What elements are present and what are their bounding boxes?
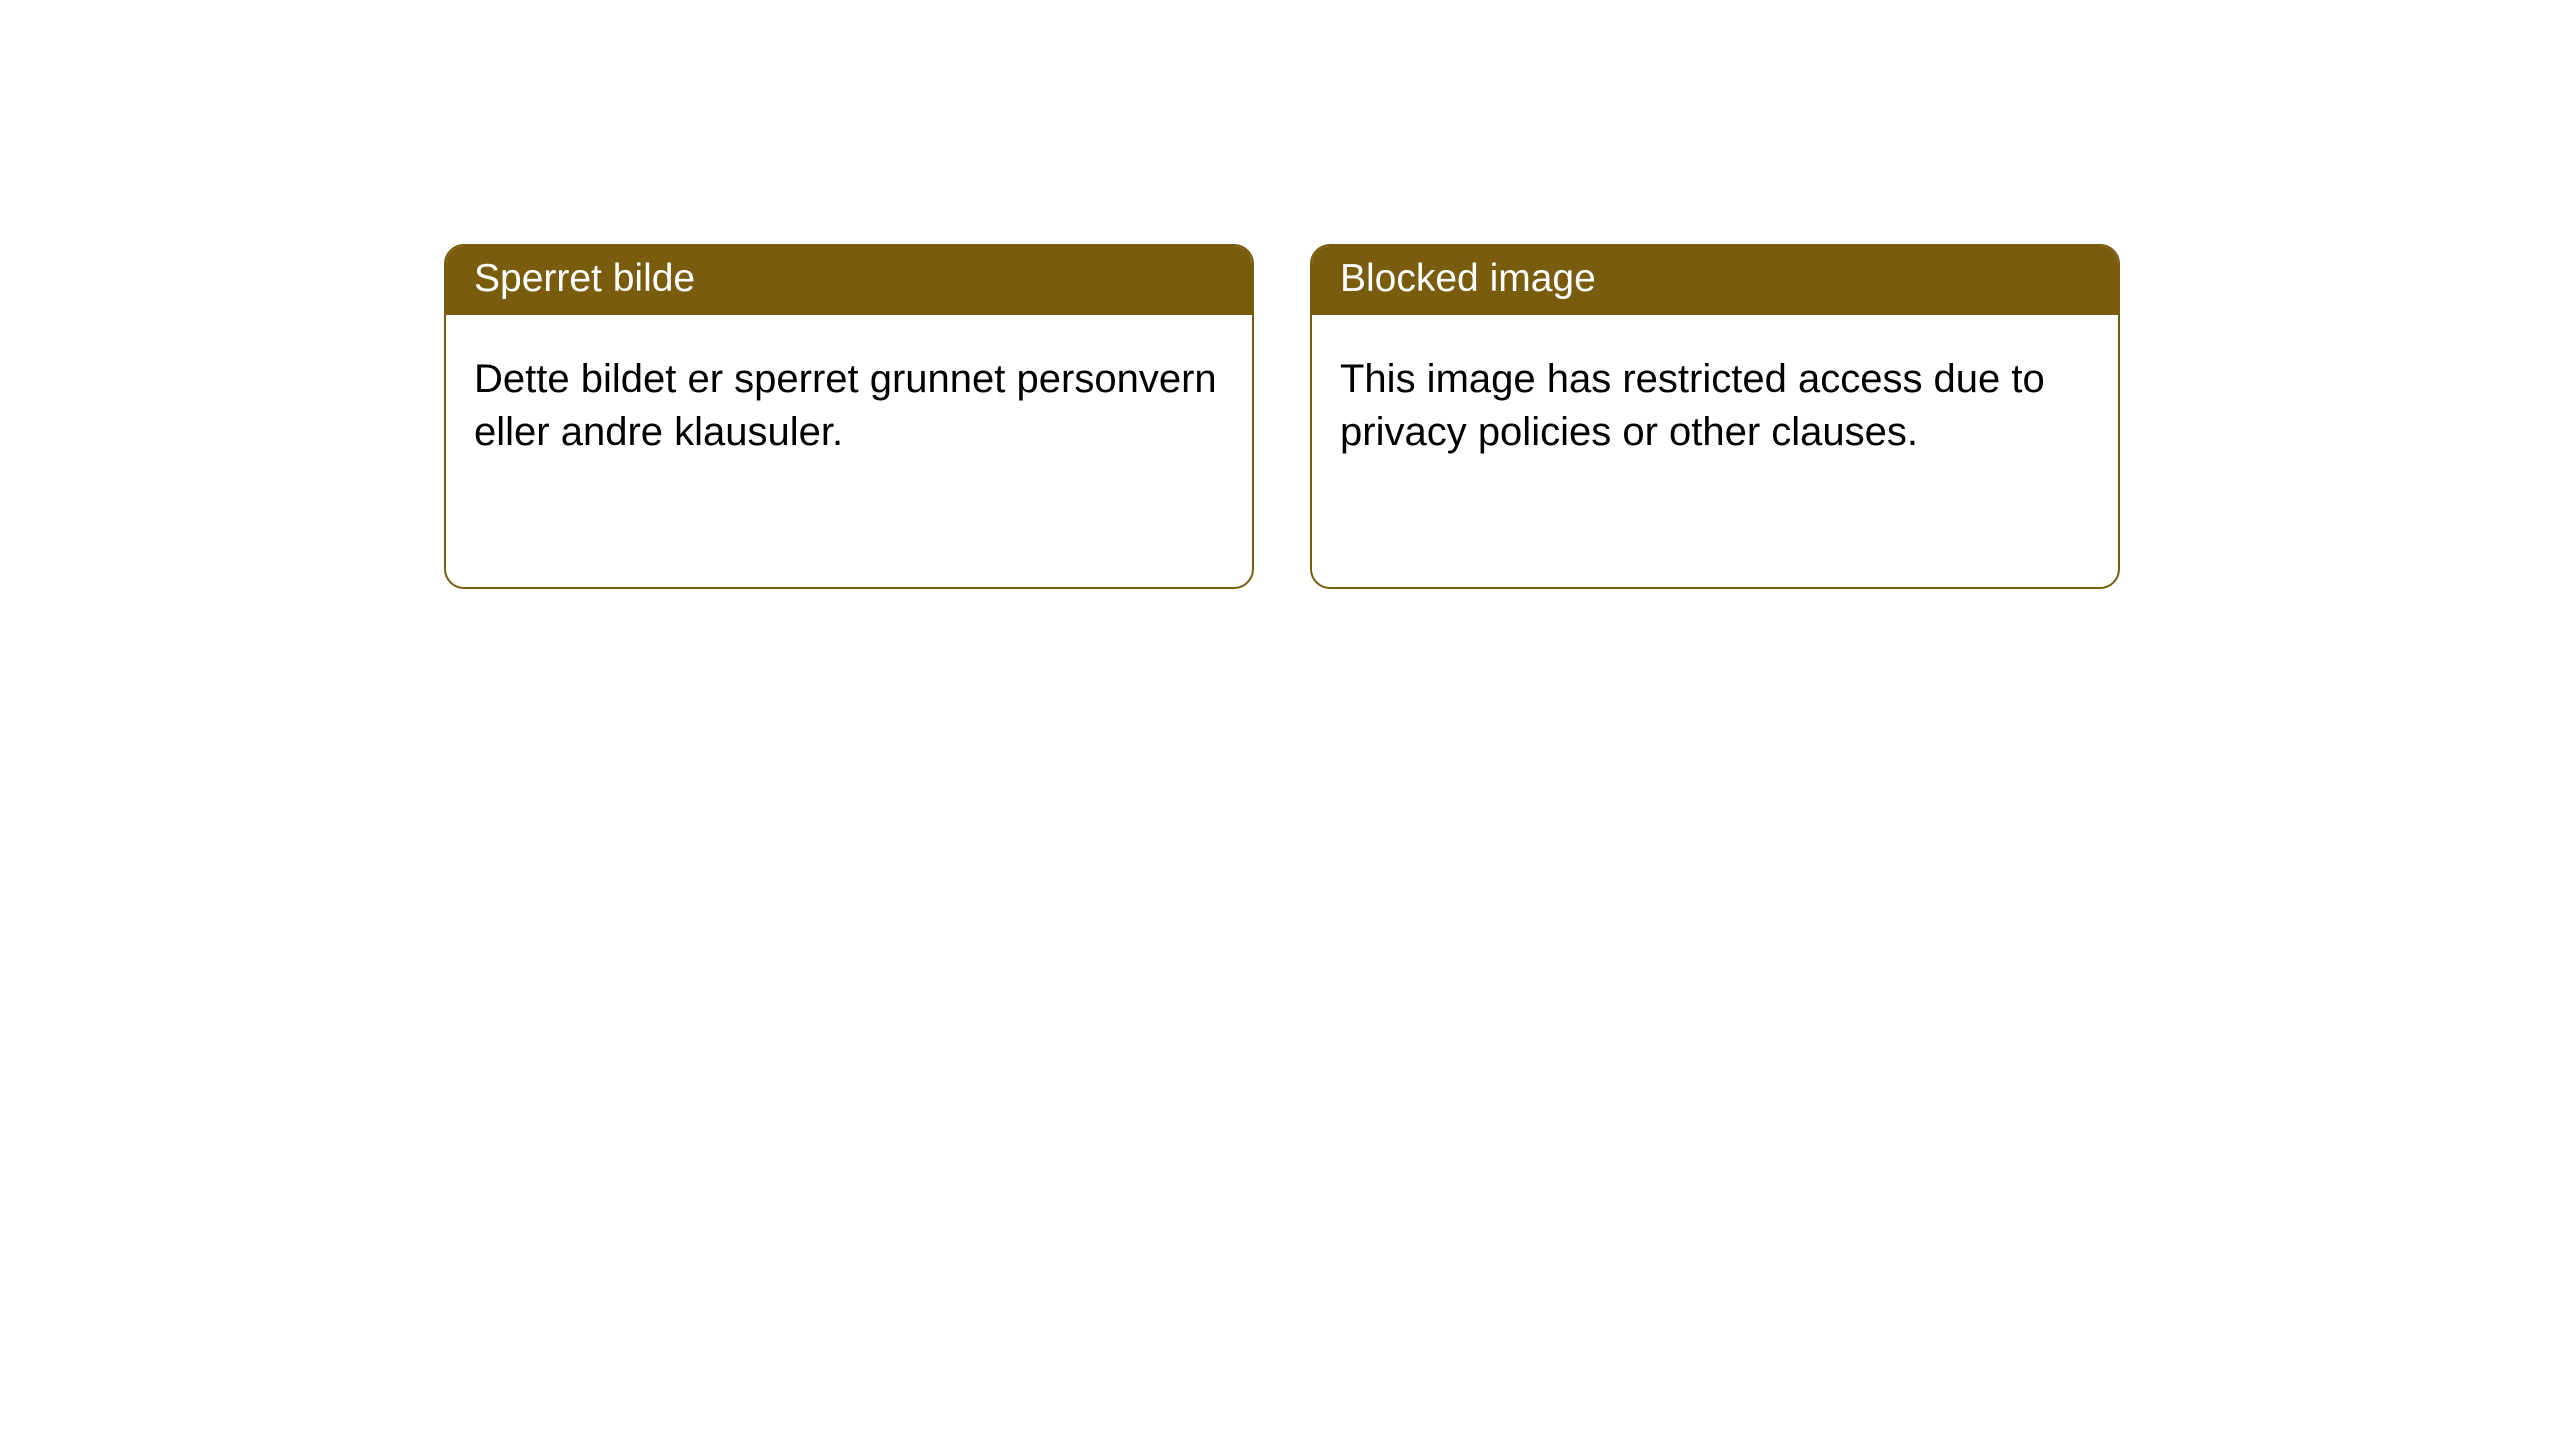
card-title: Sperret bilde [474,257,695,300]
notice-card-english: Blocked image This image has restricted … [1310,244,2120,589]
card-title: Blocked image [1340,257,1596,300]
notice-cards-container: Sperret bilde Dette bildet er sperret gr… [0,0,2560,589]
notice-card-norwegian: Sperret bilde Dette bildet er sperret gr… [444,244,1254,589]
card-message: This image has restricted access due to … [1340,353,2090,459]
card-body: Dette bildet er sperret grunnet personve… [446,315,1252,587]
card-body: This image has restricted access due to … [1312,315,2118,587]
card-header: Blocked image [1312,246,2118,315]
card-message: Dette bildet er sperret grunnet personve… [474,353,1224,459]
card-header: Sperret bilde [446,246,1252,315]
